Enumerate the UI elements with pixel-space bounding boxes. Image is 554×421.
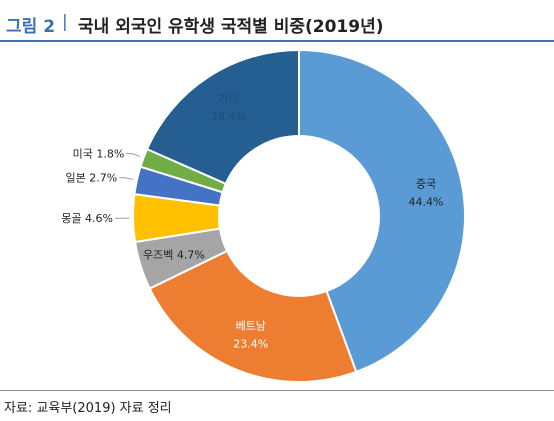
slice-value-1: 23.4% [233,338,268,351]
slice-label-1: 베트남 [236,320,266,333]
figure-header: 그림 2 | 국내 외국인 유학생 국적별 비중(2019년) [0,6,554,40]
chart-area: 44.4% 중국 23.4% 베트남 우즈벡 4.7% 몽골 4.6% 일본 2.7% 미국 … [0,42,554,390]
source-note: 자료: 교육부(2019) 자료 정리 [4,401,172,416]
slice-label-0: 중국 [416,177,436,190]
slice-value-6: 18.4% [211,110,246,123]
slice-label-5: 미국 1.8% [73,148,125,161]
slice-0 [298,48,466,374]
donut-chart: 44.4% 중국 23.4% 베트남 우즈벡 4.7% 몽골 4.6% 일본 2.7% 미국 … [61,48,466,383]
slice-label-4: 일본 2.7% [65,171,117,185]
figure-label: 그림 2 [6,17,56,37]
leader-line-5 [126,153,140,157]
slice-6 [145,48,300,186]
leader-line-4 [119,177,134,180]
figure-title: 국내 외국인 유학생 국적별 비중(2019년) [78,17,384,37]
slice-1 [148,249,358,383]
slice-value-0: 44.4% [409,195,444,208]
source-divider [0,390,554,391]
slice-label-6: 기타 [218,92,238,105]
slice-label-2: 우즈벡 4.7% [143,249,205,262]
figure-separator: | [62,12,68,32]
title-rule [0,40,554,42]
slice-label-3: 몽골 4.6% [61,212,113,225]
